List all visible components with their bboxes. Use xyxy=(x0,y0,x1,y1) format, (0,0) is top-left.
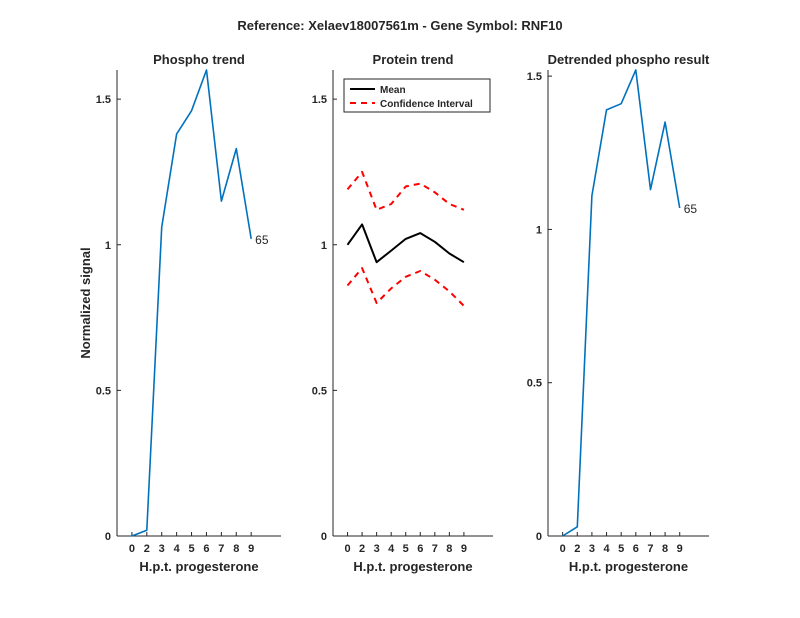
y-tick-label: 0.5 xyxy=(312,385,327,397)
series-line xyxy=(131,69,252,537)
panel-title: Phospho trend xyxy=(153,52,245,67)
panel-title: Detrended phospho result xyxy=(548,52,710,67)
y-axis-label: Normalized signal xyxy=(78,247,93,358)
y-tick-label: 0 xyxy=(536,531,542,543)
x-tick-label: 3 xyxy=(374,543,380,555)
x-axis-label: H.p.t. progesterone xyxy=(139,559,258,574)
y-tick-label: 1.5 xyxy=(527,71,542,83)
x-tick-label: 8 xyxy=(233,543,239,555)
point-annotation: 65 xyxy=(255,233,269,247)
x-tick-label: 3 xyxy=(589,543,595,555)
x-tick-label: 4 xyxy=(603,543,610,555)
y-tick-label: 1 xyxy=(536,224,542,236)
y-tick-label: 0.5 xyxy=(527,378,542,390)
y-tick-label: 0 xyxy=(105,531,111,543)
y-tick-label: 1 xyxy=(321,240,327,252)
panel-title: Protein trend xyxy=(373,52,454,67)
x-tick-label: 2 xyxy=(144,543,150,555)
series-line xyxy=(346,267,465,307)
x-tick-label: 7 xyxy=(218,543,224,555)
x-tick-label: 8 xyxy=(662,543,668,555)
series-line xyxy=(346,223,465,264)
x-tick-label: 0 xyxy=(560,543,566,555)
legend-entry-label: Confidence Interval xyxy=(380,99,473,110)
x-tick-label: 7 xyxy=(647,543,653,555)
x-tick-label: 9 xyxy=(677,543,683,555)
x-tick-label: 6 xyxy=(417,543,423,555)
figure-suptitle: Reference: Xelaev18007561m - Gene Symbol… xyxy=(237,18,562,33)
x-tick-label: 2 xyxy=(359,543,365,555)
x-tick-label: 8 xyxy=(446,543,452,555)
y-tick-label: 1.5 xyxy=(312,94,327,106)
x-tick-label: 5 xyxy=(618,543,624,555)
x-tick-label: 6 xyxy=(633,543,639,555)
x-tick-label: 5 xyxy=(403,543,409,555)
legend-entry-label: Mean xyxy=(380,85,406,96)
series-line xyxy=(562,69,681,537)
x-tick-label: 3 xyxy=(159,543,165,555)
x-tick-label: 9 xyxy=(248,543,254,555)
y-tick-label: 0.5 xyxy=(96,385,111,397)
x-tick-label: 7 xyxy=(432,543,438,555)
x-tick-label: 6 xyxy=(203,543,209,555)
legend-box xyxy=(343,78,491,113)
x-tick-label: 0 xyxy=(129,543,135,555)
y-tick-label: 1 xyxy=(105,240,111,252)
x-axis-label: H.p.t. progesterone xyxy=(569,559,688,574)
y-tick-label: 0 xyxy=(321,531,327,543)
series-line xyxy=(346,170,465,211)
y-tick-label: 1.5 xyxy=(96,94,111,106)
x-tick-label: 0 xyxy=(344,543,350,555)
point-annotation: 65 xyxy=(684,202,698,216)
x-tick-label: 2 xyxy=(574,543,580,555)
x-tick-label: 9 xyxy=(461,543,467,555)
x-tick-label: 4 xyxy=(388,543,395,555)
x-tick-label: 5 xyxy=(188,543,194,555)
legend: Mean Confidence Interval xyxy=(343,78,491,113)
x-tick-label: 4 xyxy=(174,543,181,555)
x-axis-label: H.p.t. progesterone xyxy=(353,559,472,574)
